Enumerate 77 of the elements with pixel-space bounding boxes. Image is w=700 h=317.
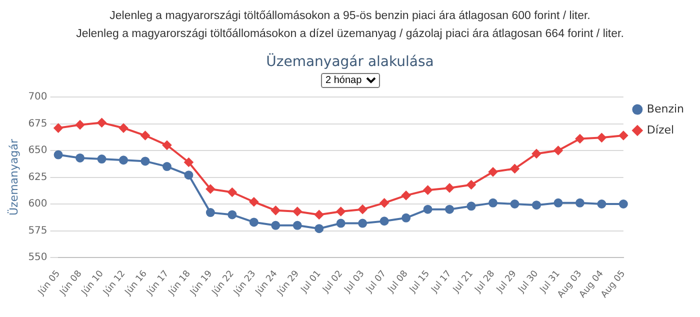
point bbox=[314, 224, 324, 234]
point bbox=[380, 216, 389, 226]
point bbox=[118, 156, 128, 165]
y-tick-label: 600 bbox=[28, 198, 48, 210]
point bbox=[510, 164, 520, 174]
point bbox=[54, 124, 63, 133]
point bbox=[228, 188, 237, 197]
point bbox=[554, 198, 563, 208]
point bbox=[445, 183, 454, 192]
point bbox=[184, 170, 194, 180]
point bbox=[488, 198, 498, 208]
point bbox=[532, 200, 541, 210]
point bbox=[554, 146, 563, 155]
point bbox=[54, 150, 63, 160]
text: Jelenleg a magyarországi töltőállomásokon a 95-ös benzin piaci ára átlagosan 600 forint / liter. bbox=[108, 10, 592, 22]
point bbox=[206, 208, 215, 218]
y-tick-label: 700 bbox=[28, 92, 48, 103]
point bbox=[140, 156, 150, 166]
point bbox=[597, 200, 606, 208]
chart-title: Üzemanyagár alakulása bbox=[265, 54, 435, 70]
point bbox=[618, 131, 628, 140]
x-tick-label: Jul 02 bbox=[320, 268, 345, 296]
point bbox=[271, 220, 280, 230]
x-tick-label: Jul 15 bbox=[408, 268, 432, 296]
y-axis-title: Üzemanyagár bbox=[6, 138, 20, 216]
y-tick-label: 650 bbox=[28, 145, 48, 156]
y-tick-label: 575 bbox=[28, 225, 48, 236]
y-tick-label: 625 bbox=[28, 172, 48, 183]
point bbox=[118, 124, 128, 133]
point bbox=[271, 206, 280, 215]
point bbox=[402, 213, 411, 222]
x-tick-label: Jul 17 bbox=[429, 268, 454, 296]
point bbox=[184, 158, 194, 167]
point bbox=[97, 154, 106, 164]
point bbox=[445, 204, 454, 214]
point bbox=[249, 197, 258, 206]
x-tick-label: Jul 03 bbox=[342, 268, 367, 296]
x-tick-label: Jul 07 bbox=[364, 268, 388, 296]
x-tick-label: Jul 28 bbox=[472, 268, 498, 296]
point bbox=[336, 206, 346, 216]
point bbox=[466, 180, 476, 190]
point bbox=[575, 134, 584, 144]
point bbox=[466, 202, 476, 211]
point bbox=[358, 218, 368, 228]
point bbox=[249, 218, 258, 227]
legend-label: Dízel bbox=[646, 123, 674, 136]
point bbox=[162, 140, 172, 150]
point bbox=[597, 133, 606, 142]
point bbox=[510, 200, 520, 208]
point bbox=[76, 120, 85, 130]
point bbox=[292, 206, 302, 216]
text: 2 hónap bbox=[320, 73, 380, 88]
x-tick-label: Jul 21 bbox=[451, 268, 476, 296]
point bbox=[228, 210, 237, 220]
point bbox=[402, 190, 411, 200]
point bbox=[358, 204, 368, 214]
point bbox=[575, 198, 584, 208]
y-tick-label: 675 bbox=[28, 118, 48, 130]
point bbox=[423, 186, 432, 195]
point bbox=[423, 204, 432, 214]
point bbox=[314, 210, 324, 220]
text: Jelenleg a magyarországi töltőállomásokon a dízel üzemanyag / gázolaj piaci ára átlagosan 664 forint / liter. bbox=[75, 28, 625, 40]
point bbox=[380, 198, 389, 208]
legend-label: Benzin bbox=[646, 102, 684, 116]
point bbox=[532, 149, 541, 158]
point bbox=[140, 131, 150, 140]
point bbox=[292, 220, 302, 230]
point bbox=[162, 162, 172, 172]
point bbox=[206, 184, 215, 194]
y-tick-label: 550 bbox=[28, 252, 48, 264]
point bbox=[336, 218, 346, 228]
point bbox=[618, 200, 628, 208]
x-tick-label: Jul 01 bbox=[298, 268, 324, 296]
point bbox=[76, 153, 85, 162]
x-tick-label: Jul 08 bbox=[386, 268, 410, 296]
point bbox=[97, 118, 106, 128]
point bbox=[488, 167, 498, 176]
